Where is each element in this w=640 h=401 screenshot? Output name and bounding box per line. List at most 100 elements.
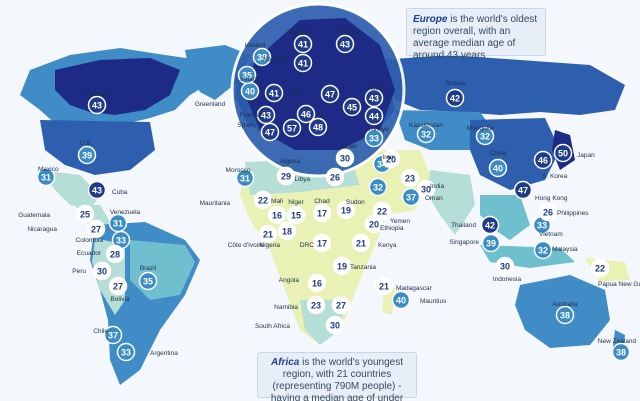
country-label-spain: Spain [237,122,254,129]
age-value-israel: 30 [340,154,350,164]
age-badge-south-africa [325,315,345,335]
age-value-s-korea: 46 [538,156,548,166]
age-value-drc: 17 [317,239,327,249]
country-label-australia: Australia [552,301,578,308]
age-value-norway: 41 [298,59,308,69]
country-label-colombia: Colombia [76,237,104,244]
age-badge-india [416,179,436,199]
age-badge-region-41 [400,168,420,188]
landmass-greenland [185,45,250,100]
europe-callout-highlight: Europe [413,14,448,25]
country-label-china: China [490,150,507,157]
age-badge-region-10 [282,118,302,138]
country-label-russia: Russia [445,80,465,87]
landmass-southeast-asia [480,195,530,240]
africa-callout: Africa is the world's youngest region, w… [257,352,417,401]
age-value-thailand: 42 [485,221,495,231]
age-value-philippines: 26 [543,208,553,218]
country-label-papua-new-guinea: Papua New Guinea [598,281,640,288]
age-value-colombia: 33 [116,236,126,246]
age-value-region-11: 46 [301,110,311,120]
age-value-new-zealand: 38 [616,348,626,358]
age-value-india: 30 [421,185,431,195]
europe-callout-text: is the world's oldest region overall, wi… [413,14,538,61]
age-badge-cuba [87,180,107,200]
age-badge-region-12 [320,84,340,104]
age-value-mauritius: 40 [396,296,406,306]
country-label-indonesia: Indonesia [493,276,522,283]
age-badge-argentina [116,342,136,362]
country-label-namibia: Namibia [274,304,298,311]
age-value-madagascar: 21 [379,282,389,292]
landmass-us [40,120,155,175]
age-badge-nicaragua [86,219,106,239]
age-badge-bolivia [108,276,128,296]
age-badge-guatemala [75,204,95,224]
age-value-cuba: 43 [92,186,102,196]
age-badge-libya [325,167,345,187]
landmass-india [425,170,475,235]
age-value-region-41: 23 [405,174,415,184]
age-value-ethiopia: 20 [369,220,379,230]
age-value-singapore: 39 [486,239,496,249]
age-value-oman: 37 [406,193,416,203]
country-label-malaysia: Malaysia [552,246,578,253]
country-label-argentina: Argentina [150,350,178,357]
country-label-israel: Israel [341,143,357,150]
country-label-ecuador: Ecuador [77,250,102,257]
country-label-mauritius: Mauritius [420,298,447,305]
country-label-kenya: Kenya [378,242,397,249]
age-badge-cote-d-ivoire [258,224,278,244]
age-value-south-africa: 30 [330,321,340,331]
africa-callout-highlight: Africa [271,357,300,368]
country-labels: Iceland Sweden Finland Norway Ireland UK Green… [18,28,640,357]
age-badge-mali [267,205,287,225]
country-label-ukraine: Ukraine [366,85,389,92]
age-badge-niger [286,205,306,225]
age-value-tanzania: 19 [337,262,347,272]
country-label-niger: Niger [288,199,304,206]
age-badge-region-13 [308,117,328,137]
country-label-ireland: Ireland [240,76,260,83]
age-value-malaysia: 32 [538,246,548,256]
country-label-morocco: Morocco [226,167,251,174]
age-badge-russia [445,88,465,108]
age-badge-greenland [237,65,257,85]
age-value-venezuela: 31 [113,219,123,229]
country-label-tanzania: Tanzania [350,264,376,271]
age-value-bolivia: 27 [113,282,123,292]
age-badge-chile [103,325,123,345]
age-badge-ecuador [105,244,125,264]
age-value-japan: 50 [558,149,568,159]
age-badge-norway [293,53,313,73]
age-value-mexico: 31 [41,173,51,183]
country-label-drc: DRC [300,242,314,249]
age-value-spain: 47 [265,128,275,138]
age-badge-region-59 [331,295,351,315]
age-value-chad: 17 [317,209,327,219]
age-value-ireland: 40 [245,87,255,97]
age-badge-mauritius [391,290,411,310]
country-label-india: India [430,183,444,190]
age-badge-israel [335,148,355,168]
age-badge-chad [312,203,332,223]
country-label-new-zealand: New Zealand [598,338,637,345]
age-value-libya: 26 [330,173,340,183]
country-label-s-korea: S. Korea [542,173,568,180]
country-label-france: France [240,112,261,119]
country-label-guatemala: Guatemala [18,212,50,219]
country-label-ethiopia: Ethiopia [380,225,404,232]
age-badge-mongolia [475,126,495,146]
europe-callout: Europe is the world's oldest region over… [406,8,546,61]
age-badge-iraq [381,149,401,169]
age-value-iceland: 38 [257,53,267,63]
age-badge-oman [401,187,421,207]
age-value-iraq: 20 [386,155,396,165]
age-value-ecuador: 28 [110,250,120,260]
age-badge-region-15 [364,106,384,126]
age-value-nicaragua: 27 [91,225,101,235]
age-badge-singapore [481,233,501,253]
country-label-sweden: Sweden [288,30,312,37]
age-value-cote-d-ivoire: 21 [263,230,273,240]
